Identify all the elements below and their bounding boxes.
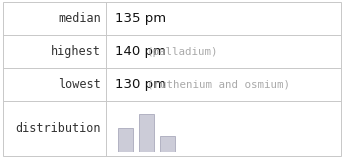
Text: highest: highest (51, 45, 101, 58)
Bar (118, 128, 133, 152)
Text: 130 pm: 130 pm (115, 78, 166, 91)
Text: 140 pm: 140 pm (115, 45, 166, 58)
Text: (palladium): (palladium) (147, 46, 219, 57)
Bar (160, 137, 175, 152)
Text: median: median (58, 12, 101, 25)
FancyBboxPatch shape (3, 2, 341, 156)
Text: 135 pm: 135 pm (115, 12, 166, 25)
Bar (139, 114, 154, 152)
Text: (ruthenium and osmium): (ruthenium and osmium) (147, 80, 290, 90)
Text: distribution: distribution (15, 122, 101, 135)
Text: lowest: lowest (58, 78, 101, 91)
